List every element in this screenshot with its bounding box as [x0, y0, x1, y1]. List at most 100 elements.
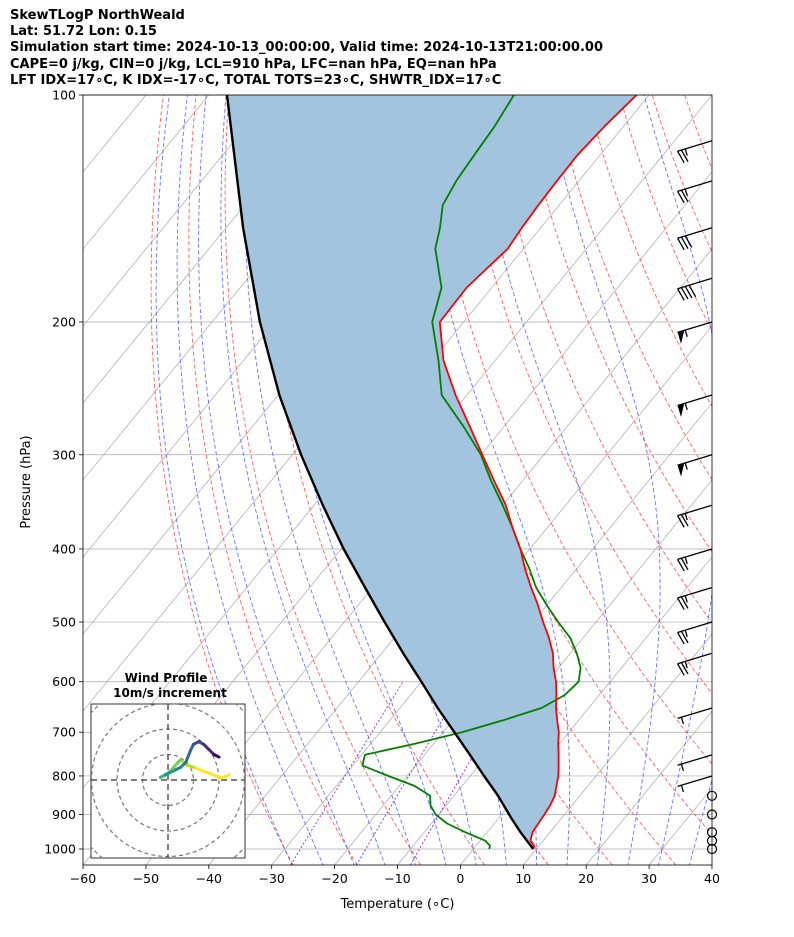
barb-flag: [676, 632, 685, 645]
wind-barb: [676, 652, 713, 676]
barb-half: [684, 188, 688, 196]
barb-staff: [677, 180, 713, 192]
mixing-ratio-lines: [290, 681, 517, 865]
barb-flag: [676, 191, 685, 204]
barb-staff: [677, 277, 713, 290]
x-tick-label: 20: [578, 871, 594, 886]
barb-flag: [676, 288, 685, 301]
y-tick-label: 900: [52, 807, 76, 822]
barb-half: [680, 763, 685, 771]
y-tick-label: 400: [52, 541, 76, 556]
barb-flag: [676, 663, 685, 676]
isotherm-line: [83, 95, 272, 327]
x-tick-label: −30: [259, 871, 285, 886]
barb-flag: [684, 286, 693, 299]
barb-staff: [677, 394, 713, 407]
hodograph-segment: [184, 747, 193, 764]
barb-flag: [680, 189, 689, 203]
dry-adiabat-line: [586, 95, 712, 408]
barb-half: [684, 629, 688, 638]
indices-line-1: CAPE=0 j/kg, CIN=0 j/kg, LCL=910 hPa, LF…: [10, 56, 497, 72]
isotherm-line: [83, 95, 84, 96]
barb-half: [684, 661, 688, 669]
wind-barb: [676, 548, 713, 572]
isotherm-line: [648, 787, 712, 865]
hodograph-segment: [192, 765, 224, 780]
x-axis-label: Temperature (∘C): [340, 897, 455, 912]
dewpoint-line: [361, 95, 582, 850]
mixing-ratio-line: [290, 681, 404, 865]
moist-adiabat-line: [688, 777, 712, 865]
dry-adiabat-line: [717, 95, 794, 865]
x-tick-label: 40: [704, 871, 720, 886]
dry-adiabat-line: [423, 95, 712, 765]
isotherm-line: [585, 710, 712, 865]
isotherm-line: [523, 633, 712, 865]
barb-flag: [680, 557, 689, 571]
barb-half: [684, 402, 688, 411]
barb-flag: [688, 284, 697, 298]
barb-half: [684, 513, 688, 521]
wind-barb: [676, 140, 713, 164]
barb-flag: [676, 559, 685, 572]
isotherm-line: [334, 402, 712, 865]
y-tick-label: 200: [52, 314, 76, 329]
barb-staff: [677, 504, 713, 517]
barb-pennant: [677, 330, 685, 344]
x-tick-label: −40: [196, 871, 222, 886]
barb-staff: [677, 775, 713, 788]
moist-adiabat-line: [244, 95, 416, 865]
moist-adiabat-line: [643, 95, 712, 865]
isotherm-line: [83, 95, 210, 250]
barb-flag: [676, 237, 685, 251]
y-tick-label: 1000: [44, 842, 76, 857]
dry-adiabat-line: [188, 95, 358, 865]
dry-adiabat-line: [358, 95, 677, 865]
wind-barb: [676, 227, 713, 251]
dry-adiabat-line: [150, 95, 294, 865]
indices-line-2: LFT IDX=17∘C, K IDX=-17∘C, TOTAL TOTS=23…: [10, 72, 502, 88]
barb-half: [684, 556, 688, 564]
moist-adiabat-line: [412, 95, 571, 865]
moist-adiabat-line: [470, 95, 611, 865]
times-line: Simulation start time: 2024-10-13_00:00:…: [10, 40, 603, 56]
wind-barb: [676, 621, 713, 645]
location-line: Lat: 51.72 Lon: 0.15: [10, 24, 157, 40]
x-tick-label: 30: [641, 871, 657, 886]
moist-adiabat-line: [176, 95, 324, 865]
barb-half: [684, 462, 688, 470]
wind-barb: [677, 775, 713, 793]
moist-adiabat-line: [198, 95, 355, 865]
barb-staff: [677, 621, 713, 634]
isotherm-line: [711, 864, 712, 865]
x-tick-label: −10: [384, 871, 410, 886]
x-tick-label: 10: [515, 871, 531, 886]
y-tick-label: 300: [52, 447, 76, 462]
wind-barb: [676, 504, 713, 528]
barb-flag: [680, 236, 689, 249]
wind-barb: [677, 754, 713, 771]
hodograph-segment: [212, 753, 221, 759]
dry-adiabat-line: [553, 95, 712, 481]
barb-staff: [677, 140, 713, 152]
wind-barb: [677, 394, 713, 417]
axes: −60 −50 −40 −30 −20 −10 0 10 20 30 40 1000 900 800 700…: [19, 88, 720, 913]
dry-adiabat-line: [521, 95, 712, 553]
barb-flag: [680, 596, 689, 609]
y-axis-label: Pressure (hPa): [19, 435, 34, 528]
barb-staff: [677, 227, 713, 239]
barb-half: [684, 148, 688, 156]
barb-flag: [684, 235, 693, 248]
isotherm-line: [460, 556, 712, 865]
hodograph-segment: [163, 768, 178, 777]
x-tick-label: −50: [133, 871, 159, 886]
wind-barbs: [676, 140, 718, 855]
inset-body: [91, 704, 245, 858]
barb-staff: [677, 454, 713, 466]
barb-half: [684, 595, 688, 603]
barb-flag: [680, 287, 689, 300]
wind-barb: [677, 321, 713, 344]
dry-adiabat-line: [651, 95, 712, 254]
barb-staff: [677, 652, 713, 665]
